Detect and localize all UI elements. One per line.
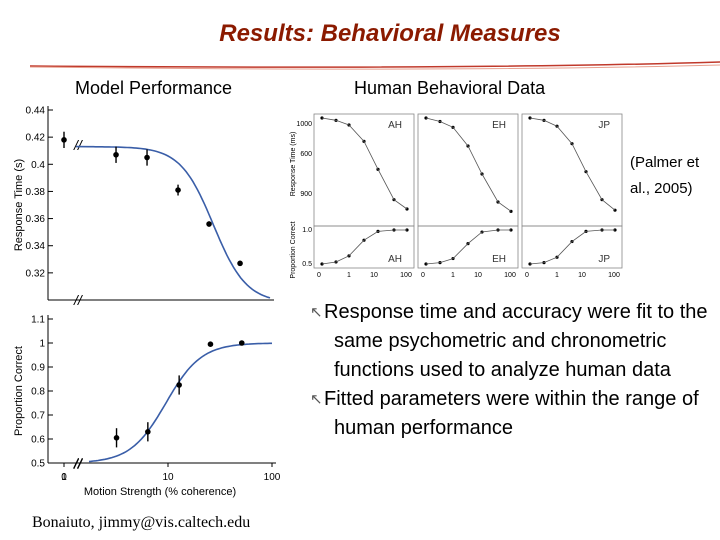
human-x-tick-label: 0: [525, 272, 529, 279]
data-point: [144, 154, 150, 161]
data-point: [145, 429, 151, 435]
data-point: [176, 382, 182, 388]
human-x-tick-label: 100: [608, 272, 620, 279]
x-tick-label: 0: [61, 472, 67, 483]
arrow-bullet-icon: ↖: [310, 391, 323, 408]
human-pc-ytick: 0.5: [302, 261, 312, 268]
x-tick-label: 100: [264, 472, 281, 483]
human-pc-curve: [425, 229, 511, 265]
citation: (Palmer et al., 2005): [630, 154, 700, 197]
axis-break-mark: //: [73, 137, 84, 153]
title-underline: [30, 61, 720, 70]
human-rt-ytick: 600: [300, 151, 312, 158]
human-heading: Human Behavioral Data: [354, 78, 546, 98]
bullet-text: Fitted parameters were within the range …: [324, 388, 699, 439]
human-rt-point: [424, 116, 428, 120]
human-pc-panel: [521, 225, 623, 269]
subject-label: AH: [388, 120, 402, 131]
subject-label: JP: [598, 254, 610, 265]
data-point: [175, 187, 181, 193]
human-pc-panel: [313, 225, 415, 269]
human-rt-ytick: 1000: [296, 121, 312, 128]
y-tick-label: 0.32: [26, 268, 46, 279]
human-x-tick-label: 100: [504, 272, 516, 279]
human-rt-ylabel: Response Time (ms): [290, 132, 297, 197]
y-tick-label: 0.36: [26, 214, 46, 225]
y-tick-label: 1.1: [31, 315, 45, 326]
human-rt-ytick: 900: [300, 191, 312, 198]
human-rt-curve: [321, 117, 408, 210]
human-x-tick-label: 1: [555, 272, 559, 279]
y-tick-label: 0.8: [31, 387, 45, 398]
bullet-text: Response time and accuracy were fit to t…: [324, 301, 708, 381]
human-x-tick-label: 0: [421, 272, 425, 279]
y-tick-label: 0.9: [31, 363, 45, 374]
x-axis-label: Motion Strength (% coherence): [84, 486, 236, 498]
data-point: [113, 151, 119, 158]
data-point: [237, 260, 243, 267]
y-tick-label: 0.6: [31, 435, 45, 446]
arrow-bullet-icon: ↖: [310, 304, 323, 321]
axis-break-mark: //: [73, 292, 84, 305]
human-x-tick-label: 1: [451, 272, 455, 279]
human-x-tick-label: 1: [347, 272, 351, 279]
human-pc-point: [424, 262, 428, 266]
human-pc-curve: [529, 229, 615, 265]
data-point: [207, 341, 214, 347]
subject-label: AH: [388, 254, 402, 265]
y-tick-label: 0.5: [31, 459, 45, 470]
y-tick-label: 0.34: [26, 241, 46, 252]
y-tick-label: 1: [39, 339, 45, 350]
data-point: [61, 137, 67, 143]
data-point: [113, 435, 120, 441]
y-tick-label: 0.4: [31, 160, 45, 171]
model-heading: Model Performance: [75, 78, 233, 98]
subject-label: EH: [492, 120, 506, 131]
human-x-tick-label: 0: [317, 272, 321, 279]
model-rt-chart: 0.32 0.34 0.36 0.38 0.4 0.42 0.44 Response Time…: [13, 106, 274, 305]
human-x-tick-label: 10: [578, 272, 586, 279]
y-tick-label: 0.38: [26, 187, 46, 198]
human-pc-curve: [321, 229, 407, 265]
data-point: [206, 221, 212, 227]
fit-curve: [75, 145, 271, 299]
slide-title: Results: Behavioral Measures: [219, 20, 561, 47]
human-rt-curve: [529, 117, 616, 211]
bullet-item: ↖ Fitted parameters were within the range…: [310, 385, 710, 443]
human-pc-ytick: 1.0: [302, 227, 312, 234]
human-data-figure: Response Time (ms)Proportion Correct1000…: [290, 113, 623, 279]
subject-label: EH: [492, 254, 506, 265]
bullet-list: ↖ Response time and accuracy were fit to …: [300, 298, 710, 443]
human-rt-curve: [425, 117, 512, 212]
x-tick-label: 10: [162, 472, 174, 483]
y-tick-label: 0.7: [31, 411, 45, 422]
data-point: [238, 340, 245, 346]
subject-label: JP: [598, 120, 610, 131]
bullet-item: ↖ Response time and accuracy were fit to …: [310, 298, 710, 385]
y-axis-label: Response Time (s): [13, 159, 25, 251]
axis-break-mark: //: [73, 456, 84, 472]
footer-credit: Bonaiuto, jimmy@vis.caltech.edu: [32, 514, 251, 531]
human-pc-panel: [417, 225, 519, 269]
y-tick-label: 0.44: [26, 106, 46, 117]
human-x-tick-label: 100: [400, 272, 412, 279]
y-axis-label: Proportion Correct: [13, 346, 25, 436]
human-pc-ylabel: Proportion Correct: [290, 221, 297, 278]
human-x-tick-label: 10: [370, 272, 378, 279]
axis-break-mark: //: [73, 455, 84, 471]
y-tick-label: 0.42: [26, 133, 46, 144]
x-tick-label: 1: [61, 472, 67, 483]
human-x-tick-label: 10: [474, 272, 482, 279]
